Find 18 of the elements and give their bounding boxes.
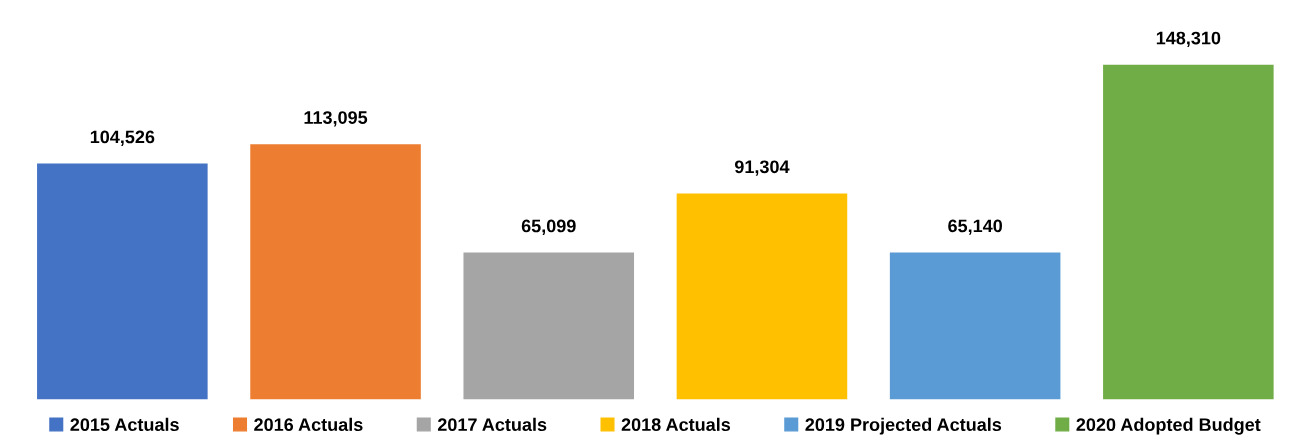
legend-label: 2015 Actuals <box>70 417 179 432</box>
bar <box>676 193 848 400</box>
data-label: 65,099 <box>521 219 576 235</box>
bar <box>463 252 635 400</box>
legend-label: 2018 Actuals <box>621 417 731 432</box>
bar <box>889 252 1061 400</box>
legend-label: 2016 Actuals <box>254 417 363 432</box>
legend-label: 2017 Actuals <box>437 417 547 432</box>
data-label: 148,310 <box>1156 31 1221 48</box>
bar <box>37 163 208 400</box>
data-label: 65,140 <box>948 219 1003 235</box>
legend-label: 2019 Projected Actuals <box>805 417 1002 435</box>
legend-label: 2020 Adopted Budget <box>1076 417 1261 435</box>
data-label: 91,304 <box>734 160 790 176</box>
bar <box>1103 64 1274 400</box>
bar <box>250 144 421 400</box>
data-label: 104,526 <box>90 130 155 146</box>
data-label: 113,095 <box>304 111 368 127</box>
